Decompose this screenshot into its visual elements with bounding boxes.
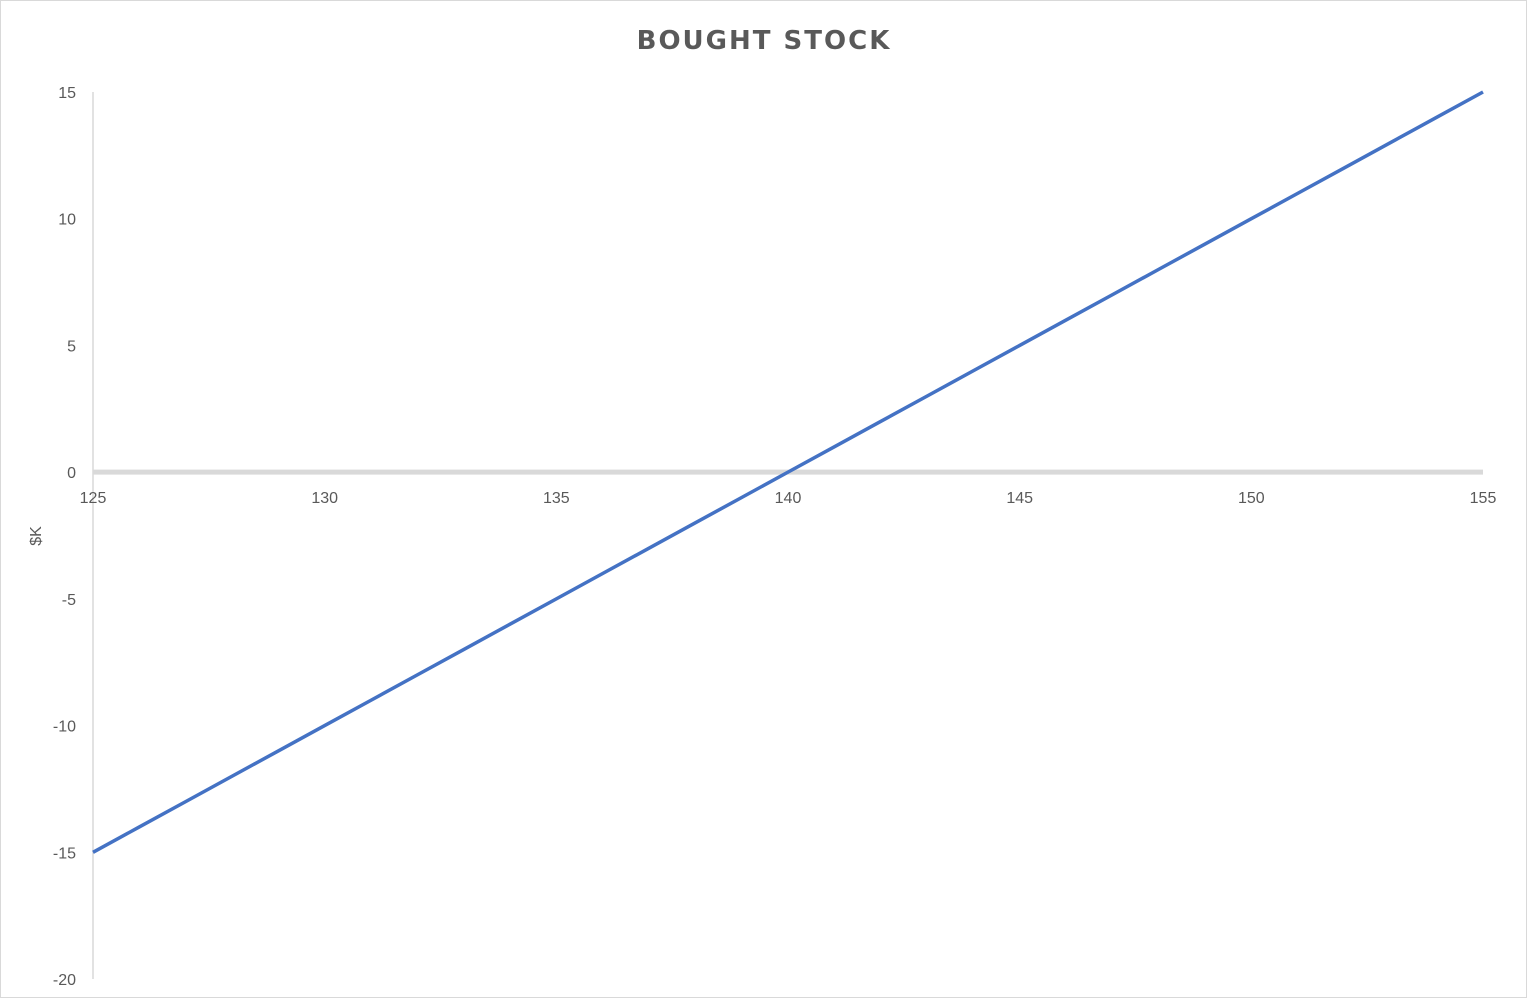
y-tick-label: -15 — [53, 845, 76, 862]
y-tick-label: 10 — [58, 212, 76, 229]
chart-title: BOUGHT STOCK — [637, 26, 892, 56]
x-tick-label: 125 — [80, 490, 107, 507]
x-tick-label: 155 — [1470, 490, 1497, 507]
y-tick-label: 5 — [67, 338, 76, 355]
y-tick-label: -20 — [53, 972, 76, 989]
x-tick-label: 130 — [311, 490, 338, 507]
y-axis-label: $K — [28, 526, 45, 546]
y-tick-label: -5 — [62, 592, 76, 609]
y-tick-label: -10 — [53, 719, 76, 736]
x-tick-label: 150 — [1238, 490, 1265, 507]
x-tick-label: 140 — [775, 490, 802, 507]
x-tick-label: 135 — [543, 490, 570, 507]
x-tick-label: 145 — [1006, 490, 1033, 507]
y-tick-label: 15 — [58, 85, 76, 102]
y-tick-label: 0 — [67, 465, 76, 482]
